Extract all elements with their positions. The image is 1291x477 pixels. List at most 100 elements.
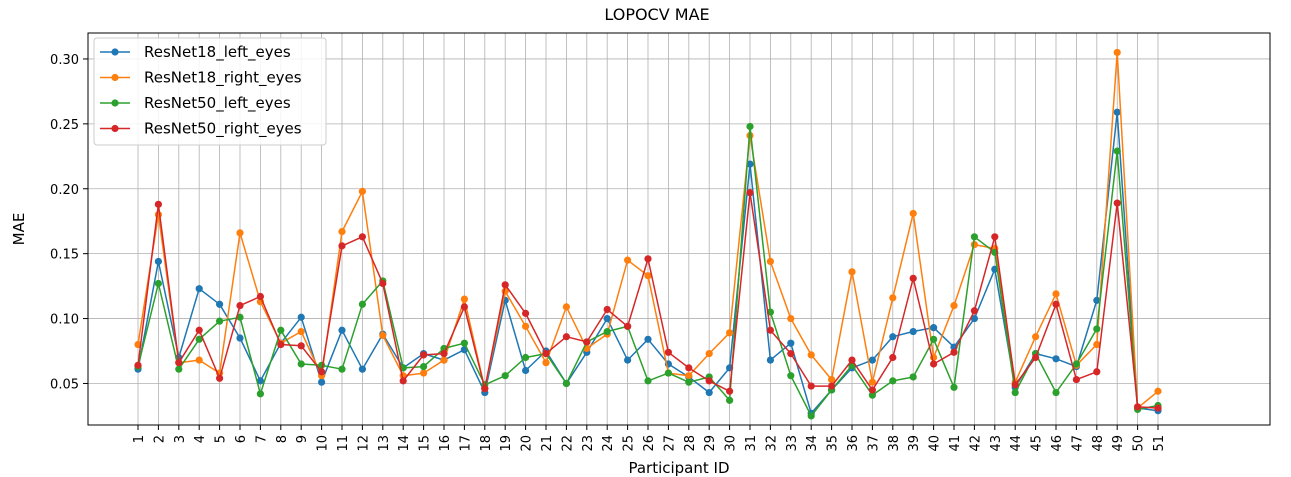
data-point [746, 160, 754, 168]
data-point [175, 365, 183, 373]
data-point [277, 340, 285, 349]
data-point [297, 360, 305, 368]
data-point [522, 322, 530, 330]
x-tick-label: 33 [785, 435, 800, 452]
data-point [889, 294, 897, 302]
data-point [644, 335, 652, 343]
data-point [766, 356, 775, 364]
data-point [624, 356, 632, 364]
x-tick-label: 13 [377, 435, 392, 452]
data-point [1113, 108, 1121, 116]
data-point [175, 359, 183, 367]
data-point [1052, 290, 1060, 298]
data-point [705, 350, 713, 358]
x-tick-label: 16 [438, 435, 453, 452]
data-point [195, 326, 203, 334]
data-point [297, 327, 305, 336]
data-point [460, 303, 468, 311]
x-tick-label: 2 [152, 435, 167, 443]
data-point [338, 227, 346, 236]
legend-marker [111, 48, 119, 56]
data-point [216, 300, 224, 308]
data-point [216, 374, 224, 382]
legend-entry-4: ResNet50_right_eyes [100, 120, 302, 139]
y-tick-label: 0.20 [50, 183, 79, 198]
data-point [318, 368, 326, 376]
data-point [930, 324, 938, 332]
data-point [787, 339, 795, 347]
x-tick-label: 45 [1030, 435, 1045, 452]
legend-box [93, 37, 327, 146]
data-point [420, 362, 428, 371]
data-point [807, 351, 815, 359]
data-point [154, 279, 162, 288]
x-tick-label: 14 [397, 435, 412, 452]
data-point [338, 365, 346, 373]
data-point [1011, 388, 1019, 397]
data-point [970, 233, 979, 241]
x-tick-label: 9 [295, 435, 310, 443]
data-point [358, 187, 366, 195]
data-point [1072, 375, 1080, 384]
legend-entry-2: ResNet18_right_eyes [100, 69, 302, 88]
data-point [297, 313, 305, 321]
x-tick-label: 7 [254, 435, 269, 443]
y-tick-label: 0.30 [50, 53, 79, 68]
legend: ResNet18_left_eyes ResNet18_right_eyes Res… [93, 37, 327, 146]
data-point [1113, 48, 1121, 57]
x-tick-label: 32 [764, 435, 779, 452]
legend-entry-1: ResNet18_left_eyes [100, 43, 291, 62]
data-point [236, 301, 244, 310]
x-tick-label: 42 [968, 435, 983, 452]
data-point [501, 372, 509, 380]
data-point [236, 313, 244, 321]
data-point [950, 301, 958, 310]
x-tick-label: 25 [622, 435, 637, 452]
data-point [338, 326, 346, 334]
data-point [624, 256, 632, 264]
data-point [889, 377, 897, 385]
data-point [848, 268, 856, 276]
x-tick-label: 19 [499, 435, 514, 452]
legend-marker [111, 73, 119, 82]
data-point [624, 322, 632, 330]
data-point [766, 326, 775, 334]
x-tick-label: 5 [214, 435, 229, 443]
data-point [685, 364, 693, 372]
data-point [726, 329, 734, 337]
data-point [542, 350, 550, 358]
data-point [1052, 355, 1060, 363]
data-point [1032, 353, 1040, 362]
x-tick-label: 27 [662, 435, 677, 452]
x-axis-label: Participant ID [628, 459, 729, 477]
data-point [664, 369, 673, 377]
y-tick-label: 0.05 [50, 377, 79, 392]
data-point [1154, 387, 1162, 395]
data-point [685, 378, 693, 386]
x-tick-label: 4 [193, 435, 208, 443]
plot-area-frame [87, 32, 1271, 426]
x-tick-label: 39 [907, 435, 922, 452]
data-point [746, 122, 754, 131]
legend-label: ResNet50_left_eyes [144, 94, 291, 113]
data-point [787, 372, 795, 380]
data-point [970, 307, 979, 315]
data-point [440, 350, 448, 358]
data-point [970, 314, 979, 323]
data-point [358, 300, 366, 308]
x-tick-label: 35 [826, 435, 841, 452]
chart-title: LOPOCV MAE [604, 5, 709, 24]
data-point [909, 373, 917, 381]
data-point [705, 388, 713, 397]
data-point [134, 361, 142, 369]
data-point [297, 342, 305, 350]
data-point [420, 369, 428, 377]
data-point [154, 257, 162, 266]
data-point [195, 335, 203, 343]
x-tick-label: 22 [560, 435, 575, 452]
x-tick-label: 10 [316, 435, 331, 452]
data-point [522, 309, 530, 317]
data-point [358, 365, 366, 373]
data-point [501, 281, 509, 289]
